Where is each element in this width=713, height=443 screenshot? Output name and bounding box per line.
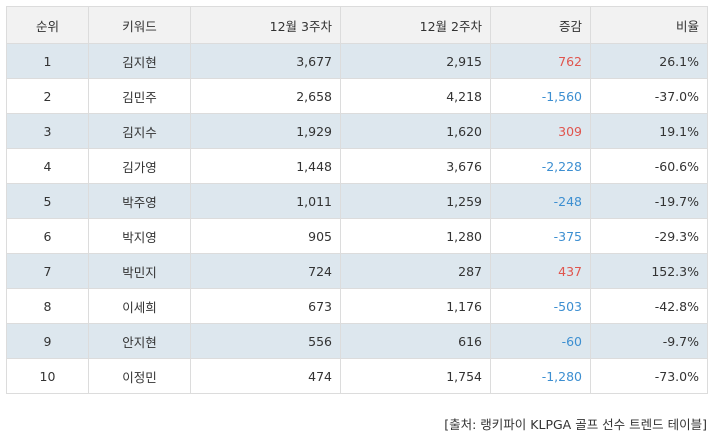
keyword-cell: 이세희 [88, 288, 191, 324]
header-rank: 순위 [6, 6, 89, 44]
week2-cell: 1,754 [340, 358, 491, 394]
ratio-cell: -73.0% [590, 358, 708, 394]
header-keyword: 키워드 [88, 6, 191, 44]
ratio-cell: 152.3% [590, 253, 708, 289]
rank-cell: 6 [6, 218, 89, 254]
week2-cell: 1,176 [340, 288, 491, 324]
week2-cell: 616 [340, 323, 491, 359]
header-week3: 12월 3주차 [190, 6, 341, 44]
rank-cell: 4 [6, 148, 89, 184]
week3-cell: 1,011 [190, 183, 341, 219]
change-cell: -1,280 [490, 358, 591, 394]
ratio-cell: 19.1% [590, 113, 708, 149]
change-cell: -248 [490, 183, 591, 219]
keyword-cell: 박주영 [88, 183, 191, 219]
change-cell: 762 [490, 43, 591, 79]
change-cell: -1,560 [490, 78, 591, 114]
rank-cell: 5 [6, 183, 89, 219]
table-header-row: 순위 키워드 12월 3주차 12월 2주차 증감 비율 [6, 6, 708, 44]
rank-cell: 7 [6, 253, 89, 289]
ratio-cell: -9.7% [590, 323, 708, 359]
table-row: 10 이정민 474 1,754 -1,280 -73.0% [6, 358, 708, 394]
header-ratio: 비율 [590, 6, 708, 44]
rank-cell: 8 [6, 288, 89, 324]
week2-cell: 1,280 [340, 218, 491, 254]
ratio-cell: -19.7% [590, 183, 708, 219]
change-cell: -375 [490, 218, 591, 254]
keyword-cell: 안지현 [88, 323, 191, 359]
ratio-cell: -37.0% [590, 78, 708, 114]
table-row: 4 김가영 1,448 3,676 -2,228 -60.6% [6, 148, 708, 184]
table-row: 3 김지수 1,929 1,620 309 19.1% [6, 113, 708, 149]
week3-cell: 905 [190, 218, 341, 254]
week3-cell: 474 [190, 358, 341, 394]
keyword-cell: 이정민 [88, 358, 191, 394]
header-week2: 12월 2주차 [340, 6, 491, 44]
week3-cell: 724 [190, 253, 341, 289]
table-row: 7 박민지 724 287 437 152.3% [6, 253, 708, 289]
change-cell: -2,228 [490, 148, 591, 184]
week3-cell: 3,677 [190, 43, 341, 79]
change-cell: -503 [490, 288, 591, 324]
week3-cell: 2,658 [190, 78, 341, 114]
rank-cell: 2 [6, 78, 89, 114]
week2-cell: 3,676 [340, 148, 491, 184]
rank-cell: 3 [6, 113, 89, 149]
change-cell: -60 [490, 323, 591, 359]
ratio-cell: -42.8% [590, 288, 708, 324]
header-change: 증감 [490, 6, 591, 44]
keyword-cell: 김민주 [88, 78, 191, 114]
change-cell: 309 [490, 113, 591, 149]
keyword-cell: 박민지 [88, 253, 191, 289]
week3-cell: 556 [190, 323, 341, 359]
source-caption: [출처: 랭키파이 KLPGA 골프 선수 트렌드 테이블] [444, 417, 707, 432]
rank-cell: 10 [6, 358, 89, 394]
table-row: 2 김민주 2,658 4,218 -1,560 -37.0% [6, 78, 708, 114]
ratio-cell: -60.6% [590, 148, 708, 184]
week2-cell: 1,259 [340, 183, 491, 219]
table-row: 5 박주영 1,011 1,259 -248 -19.7% [6, 183, 708, 219]
table-row: 1 김지현 3,677 2,915 762 26.1% [6, 43, 708, 79]
keyword-ranking-table: 순위 키워드 12월 3주차 12월 2주차 증감 비율 1 김지현 3,677… [6, 6, 708, 394]
ratio-cell: 26.1% [590, 43, 708, 79]
ratio-cell: -29.3% [590, 218, 708, 254]
week2-cell: 4,218 [340, 78, 491, 114]
week3-cell: 1,929 [190, 113, 341, 149]
week2-cell: 1,620 [340, 113, 491, 149]
week3-cell: 1,448 [190, 148, 341, 184]
table-row: 8 이세희 673 1,176 -503 -42.8% [6, 288, 708, 324]
keyword-cell: 김지현 [88, 43, 191, 79]
week2-cell: 287 [340, 253, 491, 289]
keyword-cell: 김가영 [88, 148, 191, 184]
rank-cell: 9 [6, 323, 89, 359]
change-cell: 437 [490, 253, 591, 289]
keyword-cell: 박지영 [88, 218, 191, 254]
rank-cell: 1 [6, 43, 89, 79]
week3-cell: 673 [190, 288, 341, 324]
table-row: 6 박지영 905 1,280 -375 -29.3% [6, 218, 708, 254]
table-row: 9 안지현 556 616 -60 -9.7% [6, 323, 708, 359]
week2-cell: 2,915 [340, 43, 491, 79]
keyword-cell: 김지수 [88, 113, 191, 149]
